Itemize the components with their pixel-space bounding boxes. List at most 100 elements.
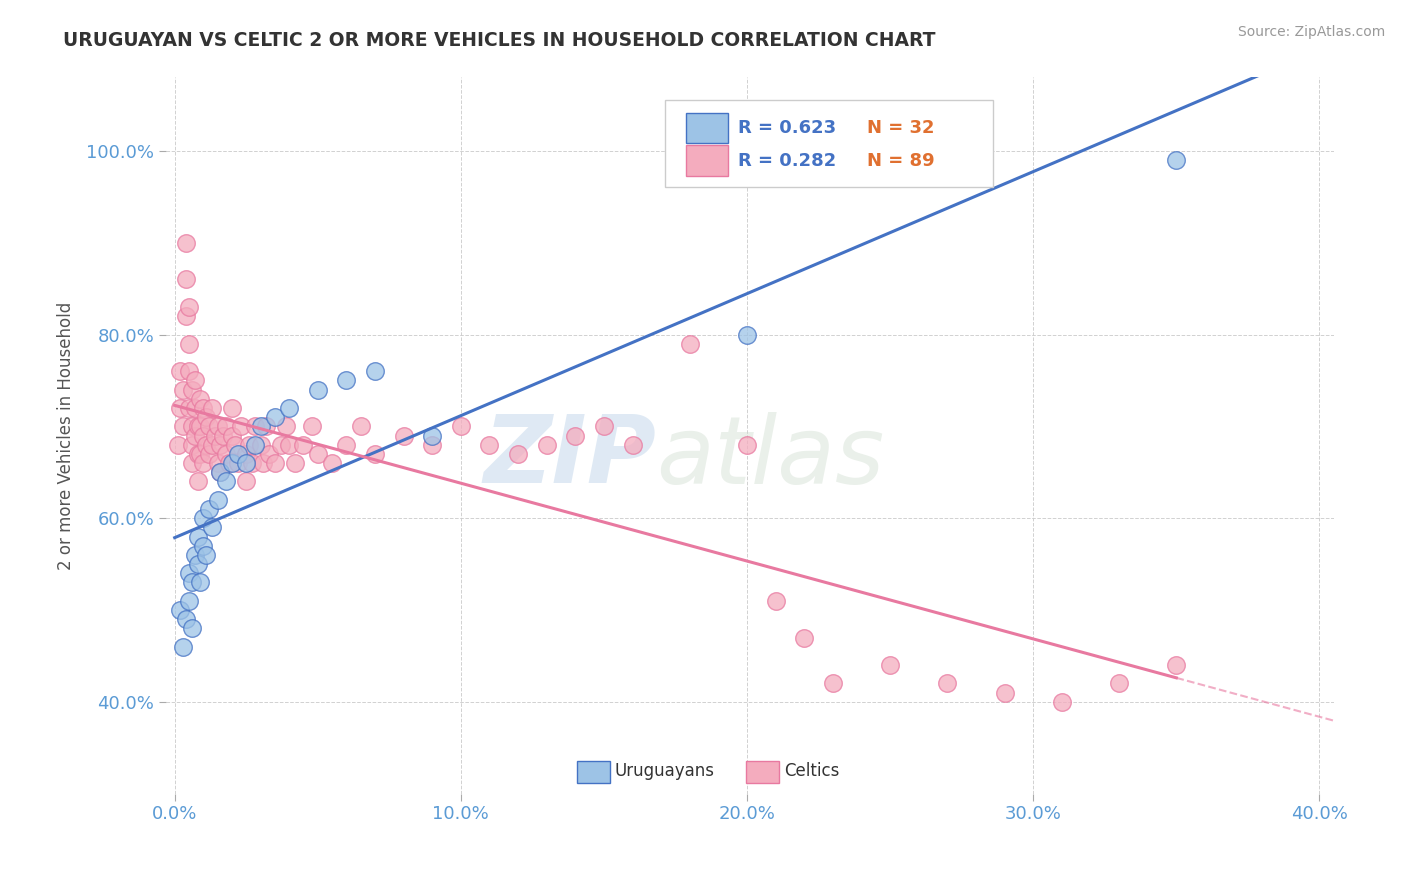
Y-axis label: 2 or more Vehicles in Household: 2 or more Vehicles in Household [58, 301, 75, 570]
Point [207, 419, 229, 434]
Point [593, 419, 616, 434]
Point [177, 401, 200, 415]
Point [307, 447, 329, 461]
Point [735, 438, 758, 452]
Point [301, 419, 323, 434]
Point [201, 520, 224, 534]
Point [335, 374, 357, 388]
Point [187, 530, 209, 544]
Point [321, 456, 343, 470]
Point [215, 447, 238, 461]
Point [221, 428, 243, 442]
Text: Uruguayans: Uruguayans [614, 763, 714, 780]
Point [190, 447, 212, 461]
Point [193, 428, 215, 442]
Point [193, 539, 215, 553]
Point [183, 428, 205, 442]
Point [240, 456, 263, 470]
Point [172, 640, 194, 654]
Point [278, 438, 301, 452]
Point [180, 575, 202, 590]
Point [204, 428, 226, 442]
Point [174, 612, 197, 626]
Point [174, 309, 197, 323]
Point [209, 465, 232, 479]
Point [190, 419, 212, 434]
FancyBboxPatch shape [747, 761, 779, 783]
Point [190, 392, 212, 406]
Point [201, 438, 224, 452]
Point [364, 447, 387, 461]
Point [278, 401, 301, 415]
Point [166, 438, 188, 452]
Point [229, 419, 252, 434]
Text: URUGUAYAN VS CELTIC 2 OR MORE VEHICLES IN HOUSEHOLD CORRELATION CHART: URUGUAYAN VS CELTIC 2 OR MORE VEHICLES I… [63, 31, 936, 50]
Point [180, 456, 202, 470]
FancyBboxPatch shape [686, 145, 728, 176]
Point [793, 631, 815, 645]
Point [221, 456, 243, 470]
Point [212, 428, 235, 442]
Point [1166, 153, 1188, 167]
Point [226, 447, 249, 461]
Point [172, 383, 194, 397]
Point [284, 456, 307, 470]
Point [1050, 695, 1073, 709]
Point [450, 419, 472, 434]
Point [307, 383, 329, 397]
Point [207, 456, 229, 470]
Point [183, 548, 205, 562]
Text: ZIP: ZIP [484, 411, 657, 503]
Point [169, 401, 191, 415]
Text: N = 89: N = 89 [866, 152, 935, 169]
Point [478, 438, 501, 452]
Point [420, 428, 443, 442]
Point [235, 475, 257, 489]
Point [276, 419, 298, 434]
Point [1108, 676, 1130, 690]
Point [169, 364, 191, 378]
Point [180, 419, 202, 434]
Point [263, 410, 285, 425]
FancyBboxPatch shape [686, 113, 728, 144]
Point [180, 383, 202, 397]
Text: N = 32: N = 32 [866, 120, 934, 137]
Point [177, 566, 200, 581]
Point [209, 465, 232, 479]
Point [335, 438, 357, 452]
Point [174, 235, 197, 250]
Point [215, 419, 238, 434]
Point [364, 364, 387, 378]
Point [564, 428, 586, 442]
Point [238, 438, 260, 452]
Point [994, 686, 1017, 700]
FancyBboxPatch shape [665, 101, 993, 187]
Point [292, 438, 315, 452]
Text: Source: ZipAtlas.com: Source: ZipAtlas.com [1237, 25, 1385, 39]
Point [936, 676, 959, 690]
Point [249, 419, 271, 434]
Point [235, 456, 257, 470]
Point [392, 428, 415, 442]
Point [195, 438, 218, 452]
Point [243, 419, 266, 434]
Point [218, 456, 240, 470]
Text: R = 0.623: R = 0.623 [738, 120, 837, 137]
FancyBboxPatch shape [576, 761, 610, 783]
Point [195, 548, 218, 562]
Point [177, 364, 200, 378]
Text: atlas: atlas [657, 411, 884, 502]
Point [1166, 658, 1188, 673]
Point [198, 419, 221, 434]
Point [209, 438, 232, 452]
Point [193, 511, 215, 525]
Point [180, 621, 202, 635]
Point [198, 447, 221, 461]
Point [187, 447, 209, 461]
Point [172, 419, 194, 434]
Point [270, 438, 292, 452]
Point [621, 438, 644, 452]
Text: Celtics: Celtics [783, 763, 839, 780]
Point [183, 374, 205, 388]
Point [187, 419, 209, 434]
